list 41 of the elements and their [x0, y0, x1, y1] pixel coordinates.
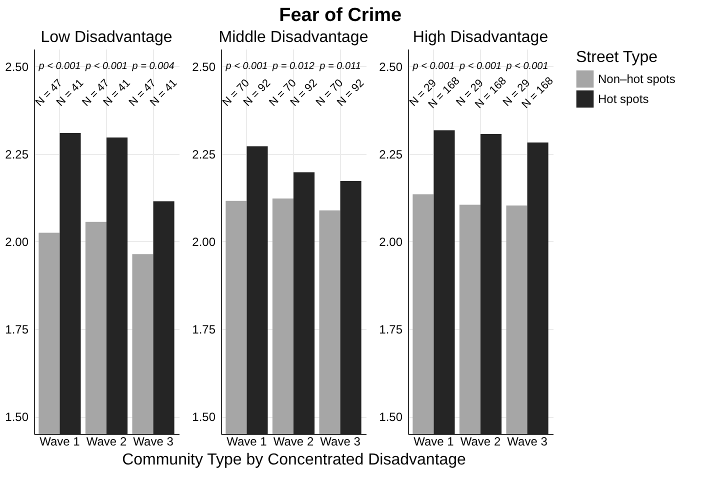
x-tick-label: Wave 1 [414, 434, 454, 448]
annotation: p < 0.001 [458, 61, 502, 72]
chart-title: Fear of Crime [279, 5, 402, 26]
x-axis-title: Community Type by Concentrated Disadvantage [122, 452, 466, 468]
annotation: p < 0.001 [505, 61, 548, 72]
y-tick-label: 2.50 [379, 60, 403, 74]
x-tick-label: Wave 2 [86, 434, 127, 448]
x-tick-label: Wave 2 [460, 434, 501, 448]
annotation: p < 0.001 [224, 61, 268, 72]
annotation: p = 0.004 [131, 61, 175, 72]
x-tick-label: Wave 3 [507, 434, 548, 448]
annotation: p < 0.001 [38, 61, 81, 72]
y-tick-label: 2.00 [379, 235, 403, 249]
annotation: p < 0.001 [412, 61, 455, 72]
y-tick-label: 2.00 [192, 235, 216, 249]
x-tick-label: Wave 3 [320, 434, 361, 448]
annotation: p = 0.011 [318, 61, 361, 72]
x-tick-label: Wave 2 [273, 434, 314, 448]
y-tick-label: 2.25 [5, 148, 29, 162]
x-tick-label: Wave 3 [133, 434, 174, 448]
x-tick-label: Wave 1 [40, 434, 80, 448]
y-tick-label: 2.50 [5, 60, 29, 74]
y-tick-label: 1.50 [379, 410, 403, 424]
y-tick-label: 2.00 [5, 235, 29, 249]
y-tick-label: 2.25 [379, 148, 403, 162]
legend-title: Street Type [576, 49, 658, 66]
y-tick-label: 1.50 [5, 410, 29, 424]
y-tick-label: 1.75 [192, 322, 216, 336]
y-tick-label: 2.50 [192, 60, 216, 74]
y-tick-label: 2.25 [192, 148, 216, 162]
chart-subtitle: Middle Disadvantage [218, 29, 368, 46]
x-tick-label: Wave 1 [226, 434, 268, 448]
y-tick-label: 1.50 [192, 410, 216, 424]
y-tick-label: 1.75 [379, 322, 403, 336]
annotation: p = 0.012 [272, 61, 315, 72]
chart-subtitle: High Disadvantage [412, 29, 548, 46]
annotation: p < 0.001 [84, 61, 128, 72]
legend-label: Hot spots [598, 92, 649, 106]
chart-subtitle: Low Disadvantage [40, 29, 172, 46]
legend-label: Non–hot spots [598, 72, 676, 86]
y-tick-label: 1.75 [5, 322, 29, 336]
